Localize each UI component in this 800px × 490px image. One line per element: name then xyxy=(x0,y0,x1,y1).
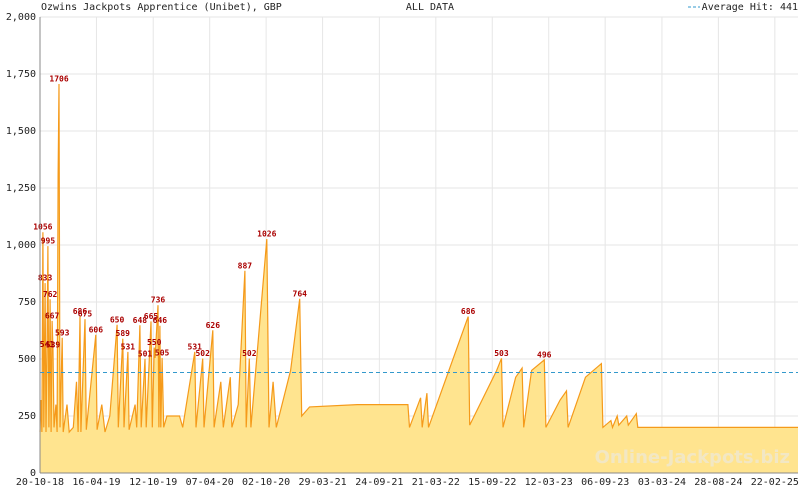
y-tick-label: 750 xyxy=(18,297,36,308)
x-tick-label: 16-04-19 xyxy=(72,477,120,488)
peak-label: 531 xyxy=(121,342,136,351)
peak-label: 626 xyxy=(206,321,221,330)
chart-title: Ozwins Jackpots Apprentice (Unibet), GBP xyxy=(41,2,282,13)
peak-label: 541 xyxy=(40,340,55,349)
legend-label: Average Hit: 441 xyxy=(702,2,798,13)
x-tick-label: 22-02-25 xyxy=(751,477,799,488)
x-tick-label: 15-09-22 xyxy=(468,477,516,488)
peak-label: 686 xyxy=(73,307,88,316)
x-tick-label: 21-03-22 xyxy=(412,477,460,488)
chart-subtitle: ALL DATA xyxy=(406,2,454,13)
peak-label: 650 xyxy=(110,315,125,324)
peak-label: 686 xyxy=(461,307,476,316)
x-tick-label: 02-10-20 xyxy=(242,477,290,488)
y-tick-label: 250 xyxy=(18,411,36,422)
y-tick-label: 2,000 xyxy=(6,12,36,23)
y-tick-label: 1,750 xyxy=(6,69,36,80)
area xyxy=(40,84,798,473)
peak-label: 1026 xyxy=(257,230,276,239)
peak-label: 501 xyxy=(138,349,153,358)
peak-label: 539 xyxy=(46,341,61,350)
peak-label: 502 xyxy=(195,349,210,358)
peak-label: 606 xyxy=(89,325,104,334)
peak-label: 1706 xyxy=(49,75,68,84)
peak-label: 550 xyxy=(147,338,162,347)
peak-label: 648 xyxy=(133,316,148,325)
peak-label: 589 xyxy=(116,329,131,338)
x-tick-label: 03-03-24 xyxy=(638,477,686,488)
peak-label: 667 xyxy=(45,311,60,320)
peak-label: 833 xyxy=(38,274,53,283)
x-tick-label: 24-09-21 xyxy=(355,477,403,488)
y-tick-label: 0 xyxy=(30,468,36,479)
x-tick-label: 12-03-23 xyxy=(525,477,573,488)
peak-label: 646 xyxy=(153,316,168,325)
peak-label: 531 xyxy=(188,342,203,351)
peak-label: 593 xyxy=(55,328,70,337)
y-tick-label: 1,500 xyxy=(6,126,36,137)
x-tick-label: 06-09-23 xyxy=(581,477,629,488)
peak-label: 995 xyxy=(41,237,56,246)
peak-label: 505 xyxy=(155,348,170,357)
watermark: Online-Jackpots.biz xyxy=(595,447,790,468)
peak-label: 665 xyxy=(144,312,159,321)
x-tick-label: 28-08-24 xyxy=(694,477,742,488)
x-tick-label: 29-03-21 xyxy=(298,477,346,488)
peak-label: 496 xyxy=(537,350,552,359)
peak-label: 736 xyxy=(151,296,166,305)
peak-label: 762 xyxy=(43,290,58,299)
x-tick-label: 20-10-18 xyxy=(16,477,64,488)
peak-label: 887 xyxy=(238,261,253,270)
y-tick-label: 1,000 xyxy=(6,240,36,251)
peak-label: 675 xyxy=(78,310,93,319)
y-tick-label: 1,250 xyxy=(6,183,36,194)
x-tick-label: 12-10-19 xyxy=(129,477,177,488)
y-tick-label: 500 xyxy=(18,354,36,365)
peak-label: 503 xyxy=(494,349,509,358)
peak-label: 502 xyxy=(242,349,257,358)
peak-label: 1056 xyxy=(33,223,52,232)
line xyxy=(39,83,798,434)
x-tick-label: 07-04-20 xyxy=(186,477,234,488)
peak-label: 764 xyxy=(293,289,308,298)
